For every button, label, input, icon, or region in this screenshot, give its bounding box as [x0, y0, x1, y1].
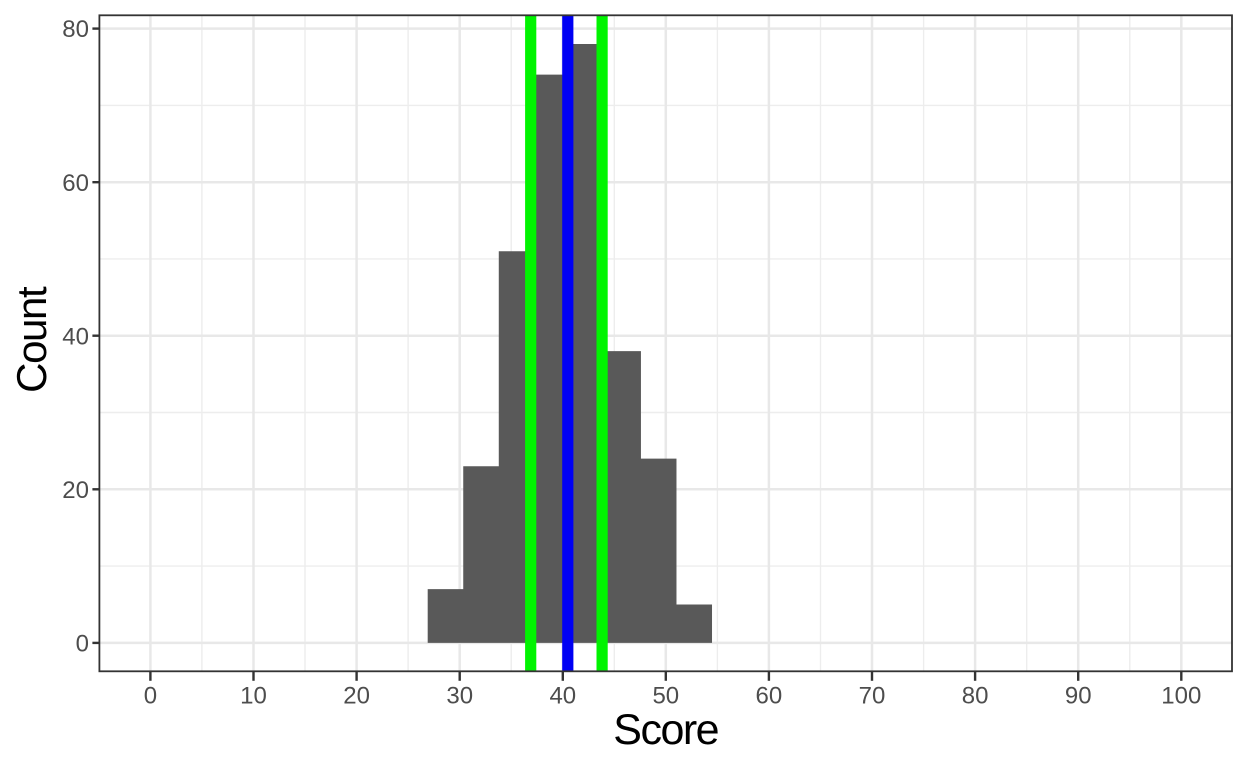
svg-text:0: 0	[144, 682, 157, 709]
svg-text:60: 60	[62, 170, 89, 197]
svg-text:10: 10	[240, 682, 267, 709]
svg-text:60: 60	[756, 682, 783, 709]
svg-text:70: 70	[859, 682, 886, 709]
svg-text:80: 80	[62, 16, 89, 43]
svg-text:20: 20	[62, 477, 89, 504]
svg-text:Count: Count	[8, 286, 55, 393]
svg-text:Score: Score	[613, 706, 718, 754]
svg-text:0: 0	[76, 631, 89, 658]
svg-text:100: 100	[1161, 682, 1201, 709]
svg-text:40: 40	[549, 682, 576, 709]
svg-text:20: 20	[343, 682, 370, 709]
svg-text:30: 30	[446, 682, 473, 709]
svg-text:90: 90	[1065, 682, 1092, 709]
svg-text:80: 80	[962, 682, 989, 709]
svg-text:50: 50	[652, 682, 679, 709]
svg-text:40: 40	[62, 323, 89, 350]
